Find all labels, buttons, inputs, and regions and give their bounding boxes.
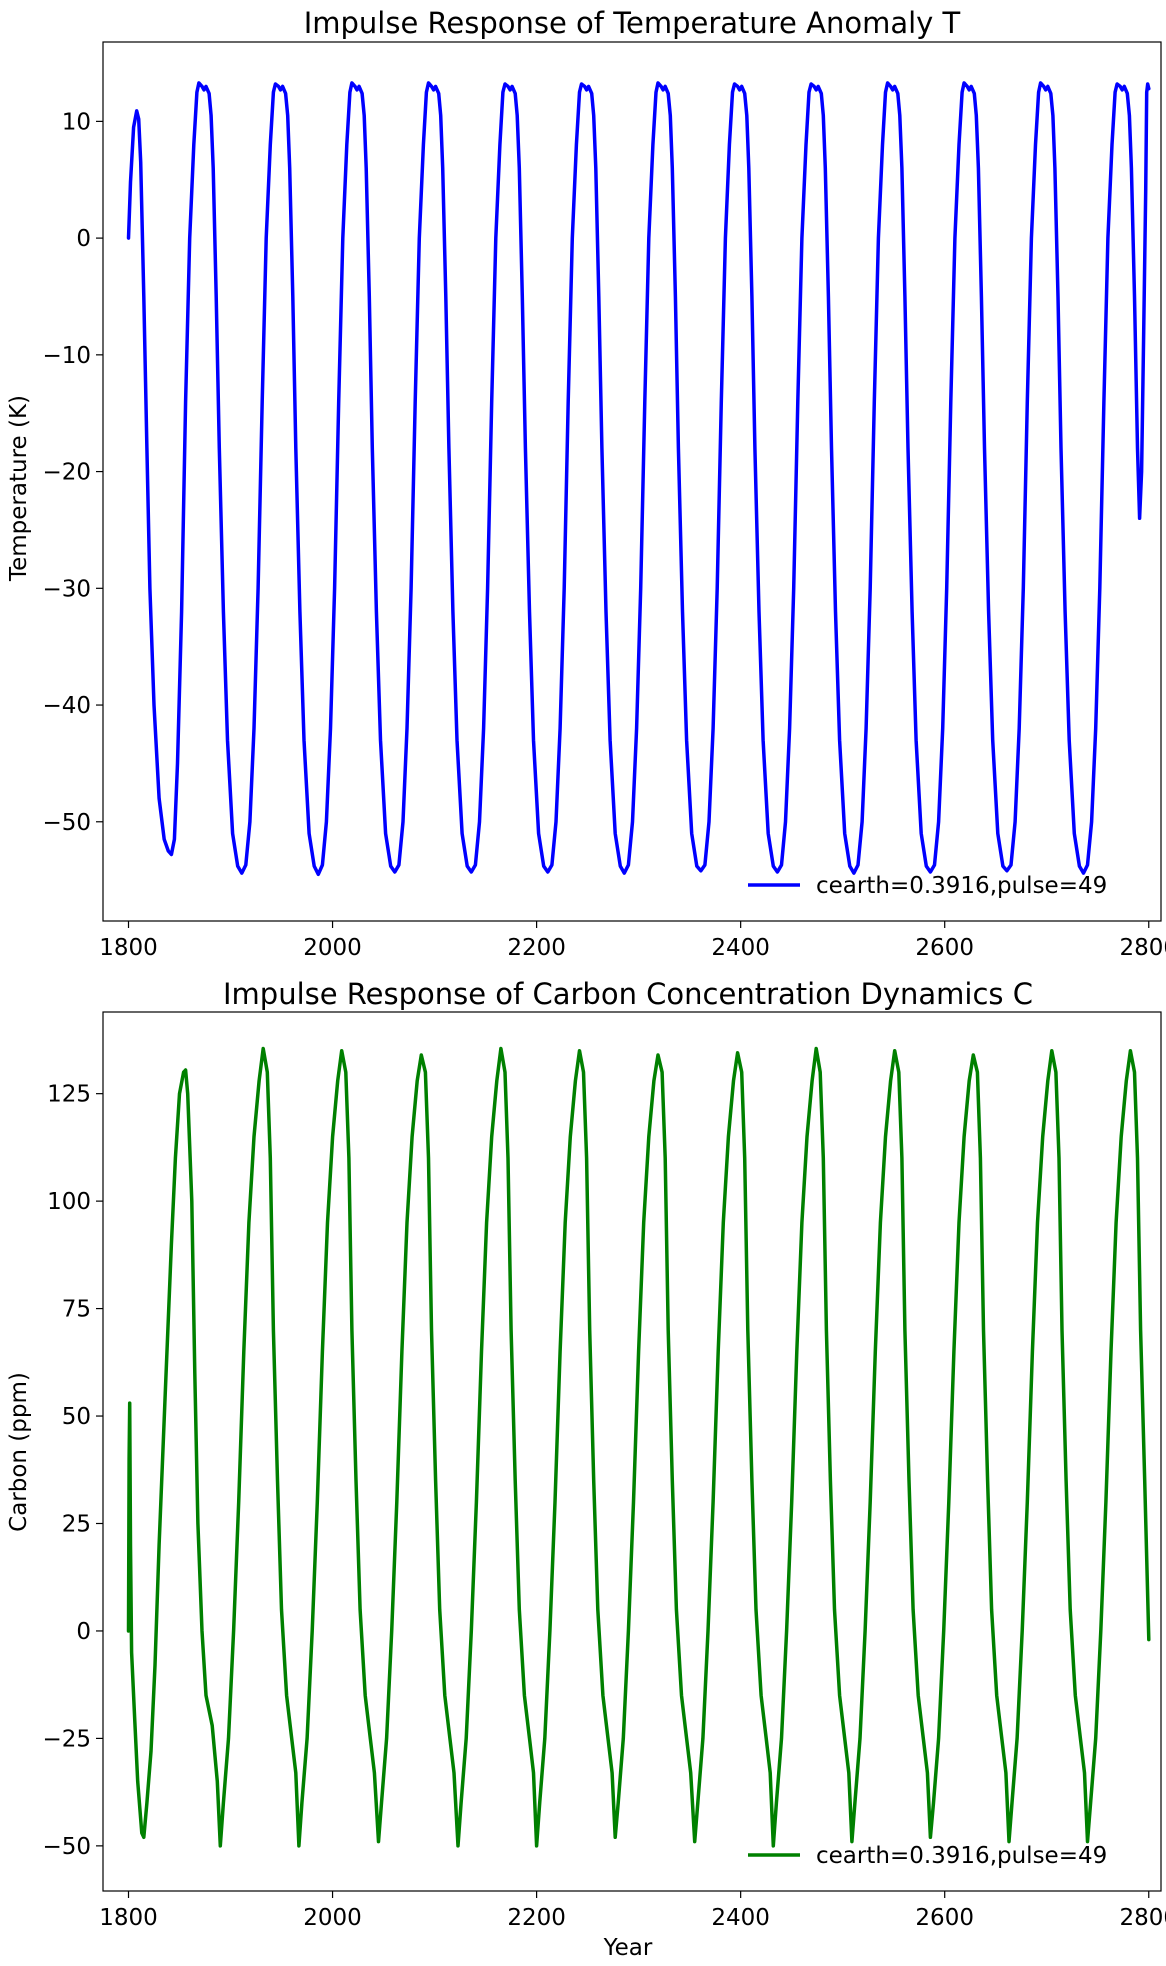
x-tick-label: 2200 (507, 935, 566, 961)
y-tick-label: 25 (62, 1511, 91, 1537)
x-tick-label: 2800 (1119, 935, 1166, 961)
x-tick-label: 2000 (303, 935, 362, 961)
x-tick-label: 1800 (99, 1905, 158, 1931)
series-line (126, 81, 1151, 877)
y-tick-label: 10 (62, 109, 91, 135)
legend-label: cearth=0.3916,pulse=49 (816, 1843, 1107, 1869)
x-axis-label: Year (603, 1935, 653, 1961)
series-line (126, 1046, 1151, 1848)
plot-area: 1800 2000 2200 2400 2600 2800 10 0 −10 −20 −30 −40 −… (42, 81, 1166, 961)
x-tick-label: 2600 (915, 935, 974, 961)
x-tick-label: 2600 (915, 1905, 974, 1931)
plot-area: 1800 2000 2200 2400 2600 2800 125 100 75 50 25 0 −25… (42, 1046, 1166, 1931)
temperature-chart: Impulse Response of Temperature Anomaly … (6, 6, 1166, 961)
x-tick-label: 1800 (99, 935, 158, 961)
carbon-chart: Impulse Response of Carbon Concentration… (6, 977, 1166, 1961)
legend: cearth=0.3916,pulse=49 (748, 1843, 1107, 1869)
y-axis-label: Temperature (K) (6, 395, 32, 582)
x-tick-label: 2000 (303, 1905, 362, 1931)
y-tick-label: 75 (62, 1297, 91, 1323)
y-axis-label: Carbon (ppm) (6, 1372, 32, 1532)
y-tick-label: 0 (76, 226, 91, 252)
y-tick-label: −20 (42, 460, 91, 486)
chart-title: Impulse Response of Temperature Anomaly … (304, 6, 961, 40)
x-tick-label: 2200 (507, 1905, 566, 1931)
plot-frame (102, 41, 1162, 922)
x-tick-label: 2400 (711, 935, 770, 961)
y-tick-label: 50 (62, 1404, 91, 1430)
x-tick-label: 2800 (1119, 1905, 1166, 1931)
y-tick-label: 125 (47, 1082, 91, 1108)
y-tick-label: −25 (42, 1726, 91, 1752)
y-tick-label: −50 (42, 1834, 91, 1860)
y-tick-label: −50 (42, 810, 91, 836)
plot-frame (102, 1011, 1162, 1892)
legend-label: cearth=0.3916,pulse=49 (816, 873, 1107, 899)
y-tick-label: 100 (47, 1189, 91, 1215)
y-tick-label: −30 (42, 576, 91, 602)
y-tick-label: −40 (42, 693, 91, 719)
y-tick-label: −10 (42, 343, 91, 369)
x-tick-label: 2400 (711, 1905, 770, 1931)
chart-title: Impulse Response of Carbon Concentration… (223, 977, 1033, 1011)
legend: cearth=0.3916,pulse=49 (748, 873, 1107, 899)
y-tick-label: 0 (76, 1619, 91, 1645)
